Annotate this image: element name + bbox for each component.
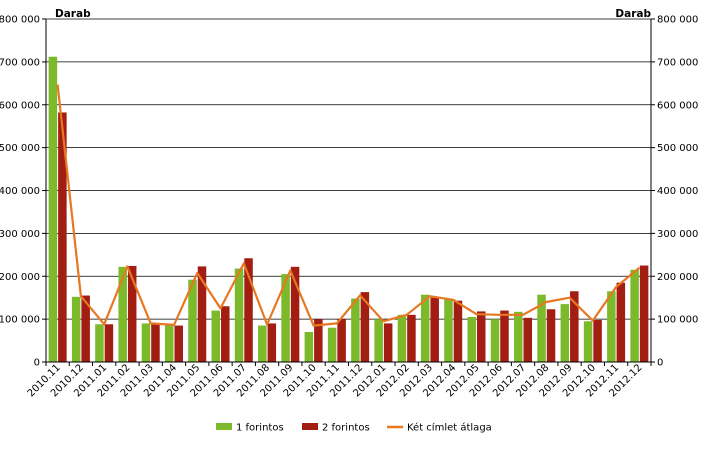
bar-1-forintos xyxy=(607,291,616,362)
bar-2-forintos xyxy=(430,297,439,362)
bar-1-forintos xyxy=(71,296,81,362)
bar-2-forintos xyxy=(639,265,649,362)
right-tick-label: 100 000 xyxy=(657,315,698,326)
bar-2-forintos xyxy=(500,310,509,362)
bar-1-forintos xyxy=(188,279,197,362)
average-line xyxy=(56,84,641,327)
right-tick-label: 300 000 xyxy=(657,229,698,240)
bar-1-forintos xyxy=(537,294,546,362)
legend-label: Két címlet átlaga xyxy=(407,422,492,434)
bar-2-forintos xyxy=(523,317,533,362)
bar-2-forintos xyxy=(221,306,230,362)
bar-1-forintos xyxy=(514,311,523,362)
bar-1-forintos xyxy=(583,321,593,362)
left-tick-label: 200 000 xyxy=(0,272,40,283)
gridlines xyxy=(46,18,651,320)
bar-2-forintos xyxy=(337,319,346,362)
left-tick-label: 500 000 xyxy=(0,143,40,154)
left-tick-label: 400 000 xyxy=(0,186,40,197)
bar-2-forintos xyxy=(81,295,90,362)
bar-2-forintos xyxy=(616,282,626,362)
right-tick-label: 700 000 xyxy=(657,57,698,68)
left-tick-label: 300 000 xyxy=(0,229,40,240)
bar-2-forintos xyxy=(593,319,602,362)
bars xyxy=(48,56,649,362)
left-tick-label: 0 xyxy=(34,358,40,369)
right-tick-label: 500 000 xyxy=(657,143,698,154)
bar-1-forintos xyxy=(141,323,151,362)
bar-2-forintos xyxy=(197,266,207,362)
bar-2-forintos xyxy=(383,323,393,362)
bar-1-forintos xyxy=(490,319,500,362)
bar-1-forintos xyxy=(234,268,244,362)
bar-2-forintos xyxy=(174,325,183,362)
bar-1-forintos xyxy=(118,266,127,362)
bar-2-forintos xyxy=(570,291,579,362)
bar-1-forintos xyxy=(374,319,383,362)
bar-1-forintos xyxy=(467,316,476,362)
bar-1-forintos xyxy=(211,310,221,362)
bar-1-forintos xyxy=(304,331,314,362)
bar-1-forintos xyxy=(258,325,267,362)
bar-1-forintos xyxy=(351,298,360,362)
legend-label: 1 forintos xyxy=(236,423,284,434)
left-tick-label: 600 000 xyxy=(0,100,40,111)
left-tick-label: 800 000 xyxy=(0,15,40,26)
bar-2-forintos xyxy=(476,311,486,362)
legend-swatch xyxy=(302,423,318,430)
bar-1-forintos xyxy=(164,324,174,362)
bar-1-forintos xyxy=(397,314,407,362)
right-tick-label: 0 xyxy=(657,358,663,369)
legend-swatch xyxy=(216,423,232,430)
bar-2-forintos xyxy=(127,265,137,362)
bar-1-forintos xyxy=(560,304,570,362)
right-tick-label: 400 000 xyxy=(657,186,698,197)
legend-label: 2 forintos xyxy=(322,423,370,434)
bar-2-forintos xyxy=(267,323,277,362)
bar-1-forintos xyxy=(444,298,453,362)
bar-1-forintos xyxy=(95,324,104,362)
bar-2-forintos xyxy=(104,324,114,362)
bar-1-forintos xyxy=(48,56,58,362)
bar-2-forintos xyxy=(546,309,556,362)
legend: 1 forintos 2 forintos Két címlet átlaga xyxy=(216,422,492,434)
bar-1-forintos xyxy=(281,274,290,362)
bar-2-forintos xyxy=(407,314,416,362)
right-axis-unit-label: Darab xyxy=(615,8,651,20)
right-tick-label: 600 000 xyxy=(657,100,698,111)
bar-1-forintos xyxy=(327,327,337,362)
bar-1-forintos xyxy=(420,294,430,362)
left-axis-unit-label: Darab xyxy=(55,8,91,20)
bar-2-forintos xyxy=(360,292,370,362)
bar-2-forintos xyxy=(314,319,323,362)
bar-2-forintos xyxy=(151,323,160,362)
left-tick-label: 700 000 xyxy=(0,57,40,68)
left-tick-label: 100 000 xyxy=(0,315,40,326)
bar-2-forintos xyxy=(244,258,253,362)
bar-2-forintos xyxy=(453,300,463,362)
right-tick-label: 200 000 xyxy=(657,272,698,283)
bar-2-forintos xyxy=(58,112,67,362)
right-tick-label: 800 000 xyxy=(657,15,698,26)
series-line-ket-cimlet-atlaga xyxy=(56,84,641,327)
bar-2-forintos xyxy=(290,266,300,362)
bar-1-forintos xyxy=(630,269,639,362)
